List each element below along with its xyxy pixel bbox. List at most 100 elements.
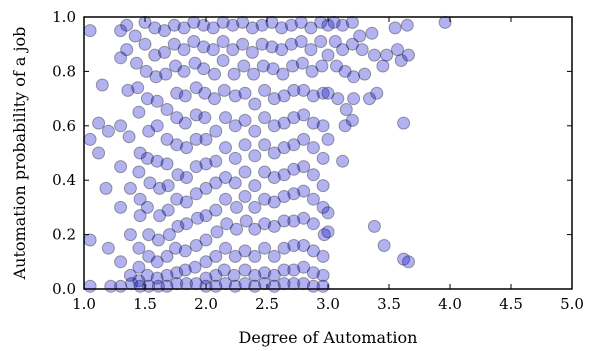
data-point [287,162,301,176]
data-point [189,239,203,252]
data-point [140,268,154,282]
x-tick-label: 2.0 [194,295,218,313]
data-point [199,132,213,146]
y-tick-label: 0.2 [52,226,76,244]
data-point [370,86,384,100]
data-point [123,268,137,282]
data-point [160,103,174,116]
data-point [160,249,174,263]
data-point [208,67,221,81]
data-point [377,239,391,252]
data-point [189,108,203,122]
data-point [180,171,193,184]
data-point [170,111,184,125]
x-tick-label: 2.5 [255,295,279,313]
data-point [197,40,211,54]
data-point [258,266,272,280]
data-point [245,21,259,35]
x-tick-label: 4.0 [438,295,462,313]
data-point [208,92,221,106]
data-point [321,86,335,100]
y-tick-label: 0.0 [52,280,76,298]
x-tick-label: 3.5 [377,295,401,313]
data-point [316,249,330,263]
data-point [277,116,291,130]
data-point [148,48,162,62]
data-point [199,209,213,223]
data-point [277,214,291,228]
data-point [189,160,203,174]
data-point [394,54,408,67]
data-point [258,83,272,97]
data-point [365,26,379,40]
data-point [101,124,115,138]
data-point [295,56,309,70]
data-point [142,228,156,242]
x-tick-label: 3.0 [316,295,340,313]
data-point [121,83,135,97]
data-point [178,263,192,277]
data-point [277,141,291,155]
data-point [248,179,262,193]
data-point [267,195,281,209]
data-point [197,18,211,32]
data-point [209,124,223,138]
data-point [367,219,381,233]
data-point [297,239,311,252]
data-point [267,92,281,106]
data-point [304,43,318,57]
data-point [120,18,134,32]
data-point [219,192,232,206]
x-axis-label: Degree of Automation [239,328,418,347]
data-point [338,64,352,78]
data-point [132,241,146,255]
data-point [180,195,193,209]
data-point [180,217,193,231]
data-point [131,81,145,95]
data-point [277,168,291,182]
data-point [178,89,192,103]
data-point [277,241,291,255]
data-point [238,86,252,100]
data-point [226,43,240,57]
data-point [402,255,415,269]
data-point [198,86,212,100]
data-point [306,141,320,155]
data-point [239,214,253,228]
data-point [315,59,329,73]
data-point [150,255,164,269]
data-point [287,239,301,252]
data-point [367,48,381,62]
data-point [267,268,281,282]
data-point [199,255,213,269]
y-tick-label: 0.4 [52,171,76,189]
data-point [188,260,202,274]
data-point [149,70,163,84]
data-point [266,62,280,76]
data-point [216,35,230,48]
data-point [306,244,320,258]
data-point [230,222,243,236]
data-point [209,249,223,263]
data-point [267,146,281,160]
data-point [133,209,147,223]
data-point [219,171,232,184]
data-point [122,130,136,144]
x-tick-label: 4.5 [499,295,523,313]
data-point [132,274,146,288]
data-point [248,268,262,282]
data-point [139,64,153,78]
data-point [209,268,223,282]
data-point [177,21,191,35]
data-point [114,160,128,174]
data-point [297,108,311,122]
data-point [178,244,192,258]
data-point [148,21,162,35]
data-point [191,211,204,225]
data-point [258,241,272,255]
data-point [142,124,156,138]
data-point [238,165,252,179]
data-point [316,179,330,193]
data-point [345,15,359,29]
data-point [321,206,335,220]
